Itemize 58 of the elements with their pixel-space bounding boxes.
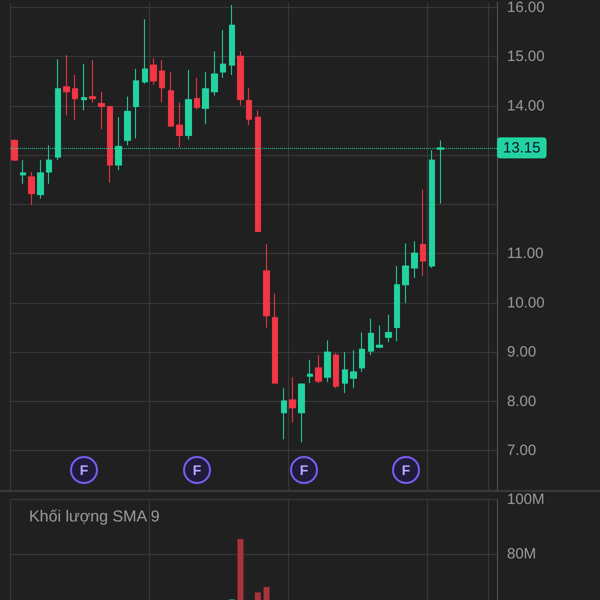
candlestick <box>37 160 44 200</box>
candlestick <box>133 68 139 139</box>
candlestick <box>72 74 78 121</box>
candlestick <box>168 71 174 127</box>
candlestick <box>176 102 183 148</box>
candlestick <box>142 18 148 84</box>
candlestick <box>11 138 18 162</box>
candlestick <box>220 30 226 78</box>
y-tick-label: 80M <box>507 546 536 563</box>
y-tick-label: 9.00 <box>507 344 536 361</box>
y-tick-label: 7.00 <box>507 442 536 460</box>
candlestick <box>420 189 426 276</box>
candlestick <box>150 58 157 86</box>
candlestick <box>98 91 105 130</box>
candlestick <box>28 171 35 206</box>
candlestick <box>81 64 87 111</box>
candlestick <box>342 352 348 394</box>
candlestick <box>159 60 165 104</box>
candlestick <box>411 240 418 278</box>
y-tick-label: 8.00 <box>507 392 536 410</box>
candlestick <box>394 265 400 342</box>
candlestick <box>263 244 270 328</box>
candlestick <box>307 360 313 384</box>
candlestick <box>272 293 278 384</box>
candlestick <box>315 354 322 384</box>
y-tick-label: 100M <box>507 491 545 508</box>
candlestick <box>376 325 383 349</box>
candlestick <box>385 314 392 343</box>
candlestick <box>402 242 409 304</box>
candlestick <box>255 110 261 232</box>
y-tick-label: 16.00 <box>507 0 545 16</box>
candlestick <box>107 105 113 184</box>
y-tick-label: 14.00 <box>507 97 545 114</box>
candlestick <box>20 160 26 184</box>
candlestick <box>89 60 96 104</box>
candlestick <box>350 350 357 389</box>
candlestick <box>185 70 192 140</box>
y-tick-label: 11.00 <box>507 245 544 262</box>
candlestick <box>281 388 287 440</box>
candlestick <box>246 87 252 126</box>
candlestick <box>298 382 305 443</box>
y-tick-label: 10.00 <box>507 294 545 312</box>
candlestick <box>63 54 70 116</box>
candlestick <box>237 50 244 106</box>
candlestick <box>211 50 218 96</box>
candlestick <box>368 318 374 356</box>
candlestick <box>359 332 365 372</box>
ref-line-label: 13.15 <box>503 139 541 156</box>
candlestick <box>194 77 200 110</box>
candlestick <box>333 352 339 389</box>
text: Khối lượng SMA 9 <box>29 508 160 526</box>
candlestick <box>202 71 209 125</box>
candlestick <box>429 150 435 268</box>
y-tick-label: 15.00 <box>507 48 545 66</box>
candlestick <box>229 4 235 76</box>
candlestick <box>124 96 131 146</box>
candlestick <box>289 376 296 424</box>
candlestick <box>324 340 331 383</box>
